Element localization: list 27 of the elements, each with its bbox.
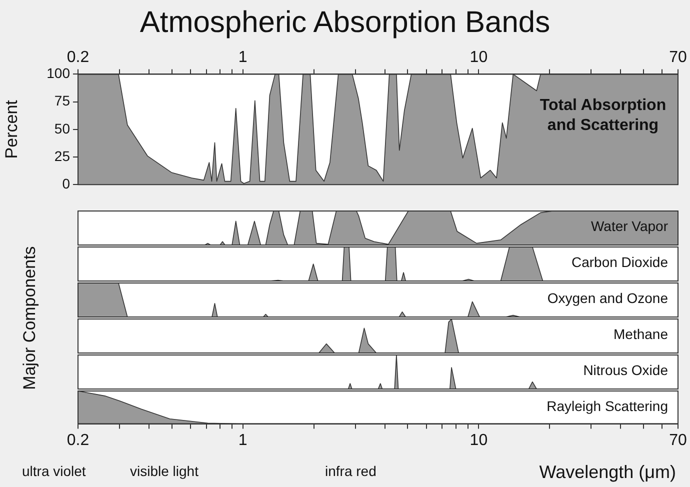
text: infra red (325, 463, 376, 479)
annotation: Water Vapor (590, 218, 668, 234)
x-tick-label: 0.2 (66, 49, 90, 66)
annotation: Nitrous Oxide (583, 362, 668, 378)
annotation: Total Absorption and Scattering (538, 96, 668, 136)
x-tick-label: 10 (470, 432, 488, 449)
annotation: Rayleigh Scattering (546, 398, 668, 414)
text: ultra violet (22, 463, 86, 479)
y-axis-title: Major Components (20, 246, 40, 390)
annotation: Oxygen and Ozone (547, 290, 668, 306)
x-tick-label: 0.2 (66, 432, 90, 449)
x-tick-label: 70 (669, 49, 687, 66)
y-tick-label: 75 (54, 92, 70, 109)
text: visible light (130, 463, 198, 479)
x-tick-label: 70 (669, 432, 687, 449)
annotation: Carbon Dioxide (572, 254, 668, 270)
x-tick-label: 1 (238, 49, 248, 66)
annotation: Methane (614, 326, 668, 342)
y-tick-label: 100 (46, 65, 70, 82)
y-tick-label: 25 (54, 148, 70, 164)
y-tick-label: 0 (62, 175, 70, 192)
x-tick-label: 10 (470, 49, 488, 66)
y-axis-title: Percent (2, 100, 21, 159)
x-axis-title: Wavelength (μm) (539, 462, 676, 483)
x-tick-label: 1 (238, 432, 248, 449)
y-tick-label: 50 (54, 120, 70, 136)
chart-title: Atmospheric Absorption Bands (138, 5, 552, 41)
